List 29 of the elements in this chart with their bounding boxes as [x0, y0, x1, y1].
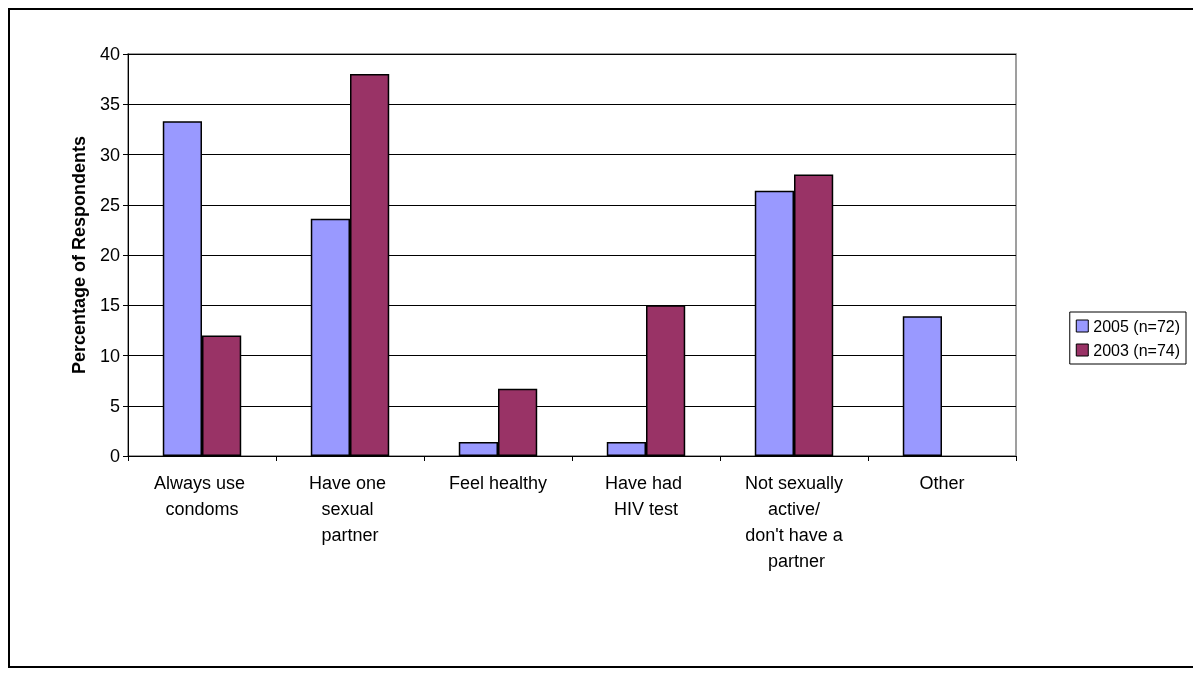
x-tick-label: Feel healthy — [448, 473, 548, 493]
bar — [162, 121, 202, 456]
bar — [606, 441, 646, 456]
legend-label: 2003 (n=74) — [1093, 341, 1180, 359]
x-tick-label: Have had HIV test — [604, 473, 688, 519]
x-tick-label: Other — [919, 473, 965, 493]
bar — [498, 388, 538, 456]
bar — [754, 190, 794, 456]
y-tick-label: 0 — [109, 446, 120, 466]
bar — [902, 316, 942, 456]
x-tick-label: Have one sexual partner — [308, 473, 392, 545]
x-tick-label: Always use condoms — [153, 473, 251, 519]
bar — [458, 441, 498, 456]
y-axis-title: Percentage of Respondents — [69, 135, 89, 375]
y-tick-label: 5 — [109, 395, 120, 416]
legend-label: 2005 (n=72) — [1093, 317, 1180, 335]
y-tick-label: 15 — [99, 295, 120, 316]
y-tick-label: 30 — [99, 144, 120, 165]
y-tick-label: 40 — [99, 44, 120, 64]
bar — [202, 335, 242, 456]
bar — [794, 174, 834, 456]
y-tick-label: 10 — [99, 345, 120, 366]
y-tick-label: 35 — [99, 94, 120, 115]
bar — [310, 218, 350, 456]
x-tick-label: Not sexually active/ don't have a partner — [744, 473, 844, 571]
y-tick-label: 20 — [99, 245, 120, 265]
bar — [350, 74, 390, 456]
bar — [646, 305, 686, 456]
y-tick-label: 25 — [99, 194, 120, 215]
